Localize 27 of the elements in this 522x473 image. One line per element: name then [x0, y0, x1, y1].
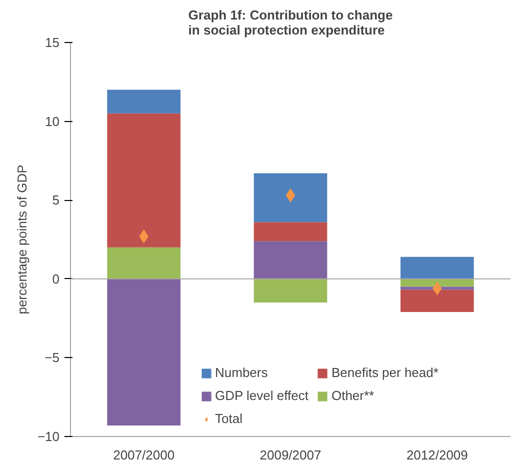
legend-label: Numbers — [215, 365, 268, 380]
bar — [254, 222, 328, 242]
x-tick-label: 2007/2000 — [113, 448, 175, 462]
x-tick-label: 2012/2009 — [406, 448, 468, 462]
y-tick-label: 0 — [52, 271, 60, 286]
bar — [254, 241, 328, 279]
bar — [400, 256, 474, 279]
bar — [400, 278, 474, 287]
bar — [107, 90, 180, 114]
legend-label: Total — [215, 411, 242, 426]
legend-label: Other** — [331, 388, 374, 403]
legend-label: GDP level effect — [215, 388, 308, 403]
legend-label: Benefits per head* — [331, 365, 438, 380]
bar — [254, 173, 328, 222]
y-tick-label: −10 — [37, 429, 60, 444]
bar — [254, 278, 328, 303]
y-tick-label: 15 — [45, 35, 60, 50]
bar — [107, 278, 180, 426]
chart-title: Graph 1f: Contribution to change in social protection expenditure — [188, 8, 393, 38]
y-tick-label: 5 — [52, 192, 60, 208]
x-tick-label: 2009/2007 — [260, 448, 322, 462]
y-tick-label: −5 — [44, 350, 60, 366]
bar — [107, 113, 180, 248]
bar — [400, 290, 474, 312]
y-axis-title: percentage points of GDP — [14, 164, 30, 314]
y-tick-label: 10 — [45, 114, 60, 129]
bar — [107, 247, 180, 279]
